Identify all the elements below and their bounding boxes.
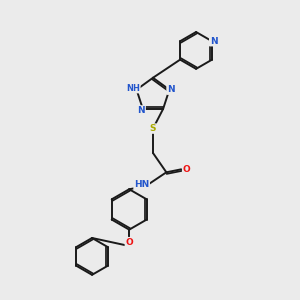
Text: N: N — [210, 37, 217, 46]
Text: NH: NH — [126, 84, 140, 93]
Text: O: O — [125, 238, 133, 247]
Text: O: O — [183, 165, 190, 174]
Text: N: N — [137, 106, 145, 115]
Text: S: S — [150, 124, 156, 133]
Text: N: N — [167, 85, 175, 94]
Text: HN: HN — [134, 180, 149, 189]
